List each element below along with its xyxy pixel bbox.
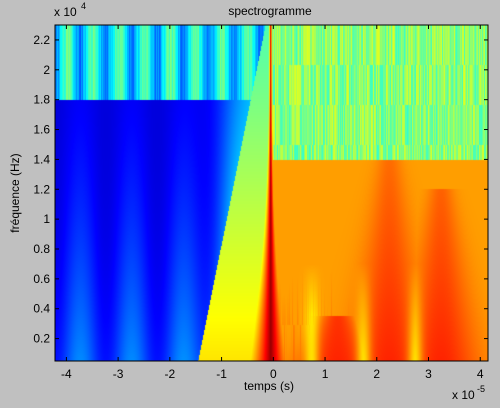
x-tick-label: -4 [61, 367, 72, 381]
plot-frame [54, 24, 489, 362]
x-axis-label: temps (s) [244, 379, 294, 393]
y-tick-label: 1.8 [33, 93, 50, 107]
y-exponent-base: x 10 [54, 5, 77, 19]
y-tick-label: 2.2 [33, 33, 50, 47]
y-tick-label: 0.2 [33, 332, 50, 346]
x-tick-label: -1 [216, 367, 227, 381]
y-exponent-power: 4 [81, 1, 86, 11]
x-axis-ticks: -4 -3 -2 -1 0 1 2 3 4 [61, 25, 484, 381]
y-tick-label: 0.6 [33, 272, 50, 286]
y-tick-label: 0.4 [33, 302, 50, 316]
x-tick-label: -2 [165, 367, 176, 381]
x-exponent-base: x 10 [452, 388, 475, 402]
y-tick-label: 2 [43, 63, 50, 77]
x-tick-label: -3 [113, 367, 124, 381]
spectrogram-heatmap [55, 25, 488, 361]
x-tick-label: 2 [373, 367, 380, 381]
chart-title: spectrogramme [228, 4, 312, 18]
y-axis-ticks: 0.2 0.4 0.6 0.8 1 1.2 1.4 1.6 1.8 2 2.2 [33, 33, 488, 346]
y-tick-label: 1.2 [33, 182, 50, 196]
y-tick-label: 1 [43, 212, 50, 226]
y-axis-label: fréquence (Hz) [8, 153, 22, 232]
y-tick-label: 1.6 [33, 123, 50, 137]
y-exponent-label: x 10 4 [54, 1, 86, 19]
x-exponent-label: x 10 -5 [452, 384, 485, 402]
y-tick-label: 1.4 [33, 152, 50, 166]
y-tick-label: 0.8 [33, 242, 50, 256]
x-tick-label: 0 [270, 367, 277, 381]
x-tick-label: 1 [322, 367, 329, 381]
x-exponent-power: -5 [477, 384, 485, 394]
x-tick-label: 3 [425, 367, 432, 381]
x-tick-label: 4 [477, 367, 484, 381]
